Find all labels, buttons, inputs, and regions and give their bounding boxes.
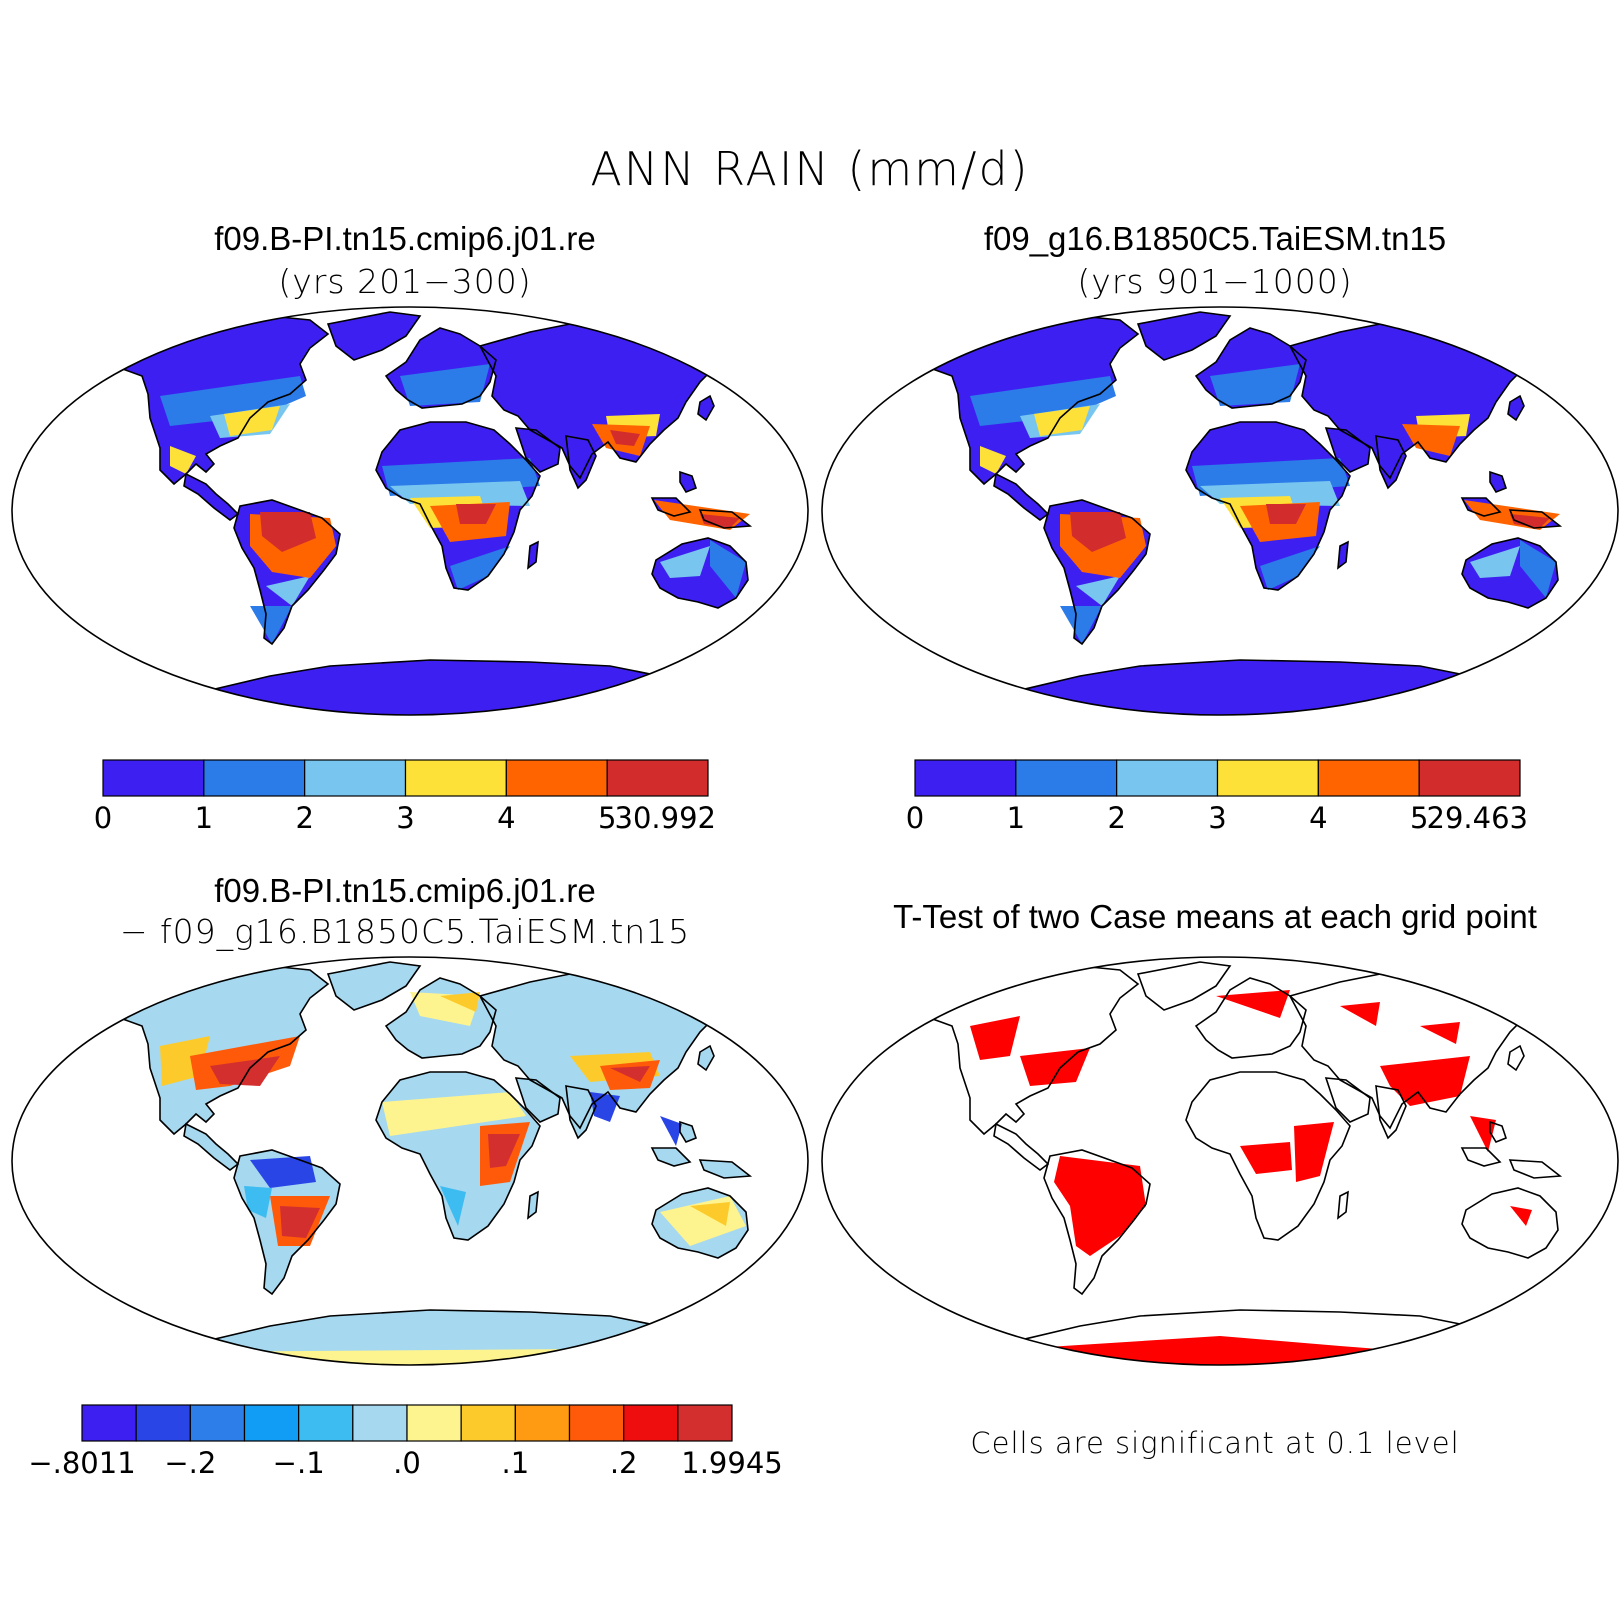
colorbar-swatch (1015, 759, 1118, 797)
colorbar-label: 3 (396, 801, 414, 835)
panel4-map (821, 956, 1619, 1366)
colorbar-swatch (406, 1404, 462, 1442)
colorbar-swatch (514, 1404, 571, 1442)
colorbar-label: .0 (393, 1446, 421, 1480)
colorbar-swatch (677, 1404, 733, 1442)
colorbar-swatch (135, 1404, 191, 1442)
colorbar-label: 2 (1107, 801, 1125, 835)
colorbar-swatch (81, 1404, 137, 1442)
colorbar-swatch (623, 1404, 679, 1442)
colorbar-label: 2 (295, 801, 313, 835)
colorbar-label: 0 (906, 801, 924, 835)
colorbar-label: 1.9945 (681, 1446, 782, 1480)
panel4-significant-cells (970, 990, 1532, 1365)
colorbar-swatch (189, 1404, 246, 1442)
colorbar-swatch (1317, 759, 1420, 797)
panel1-dark-red (260, 430, 740, 552)
colorbar-label: 5 (1410, 801, 1428, 835)
colorbar-label: 0 (94, 801, 112, 835)
panel3-title: f09.B-PI.tn15.cmip6.j01.re (214, 872, 596, 909)
panel3-map (11, 956, 809, 1366)
colorbar-swatch (404, 759, 507, 797)
panel1-title: f09.B-PI.tn15.cmip6.j01.re (214, 220, 596, 257)
colorbar-label: 1 (195, 801, 213, 835)
panel2-title: f09_g16.B1850C5.TaiESM.tn15 (983, 220, 1447, 257)
colorbar-swatch (203, 759, 306, 797)
panel1-map (11, 306, 809, 716)
colorbar-label: 4 (497, 801, 515, 835)
colorbar-label: 1 (1007, 801, 1025, 835)
colorbar-swatch (568, 1404, 625, 1442)
colorbar-swatch (505, 759, 608, 797)
colorbar-label: 4 (1309, 801, 1327, 835)
colorbar-swatch (1116, 759, 1219, 797)
panel1-subtitle: (yrs 201−300) (278, 262, 532, 301)
colorbar-swatch (1418, 759, 1521, 797)
colorbar-label: 30.992 (615, 801, 716, 835)
colorbar-label: −.2 (164, 1446, 216, 1480)
panel2-map (821, 306, 1619, 716)
colorbar-label: 5 (598, 801, 616, 835)
colorbar-swatch (606, 759, 709, 797)
panel4-note: Cells are significant at 0.1 level (970, 1426, 1460, 1460)
colorbar-swatch (298, 1404, 354, 1442)
colorbar-swatch (102, 759, 205, 797)
panel3-subtitle: − f09_g16.B1850C5.TaiESM.tn15 (119, 912, 691, 951)
colorbar-swatch (914, 759, 1017, 797)
colorbar-label: 29.463 (1427, 801, 1528, 835)
colorbar-swatch (304, 759, 407, 797)
colorbar-label: .2 (610, 1446, 638, 1480)
colorbar-label: −.8011 (28, 1446, 135, 1480)
colorbar-swatch (1216, 759, 1319, 797)
colorbar-swatch (460, 1404, 516, 1442)
panel4-title: T-Test of two Case means at each grid po… (893, 898, 1537, 935)
colorbar-label: 3 (1208, 801, 1226, 835)
colorbar-label: .1 (501, 1446, 529, 1480)
colorbar-swatch (243, 1404, 300, 1442)
colorbar-swatch (352, 1404, 408, 1442)
figure-title: ANN RAIN (mm/d) (590, 142, 1030, 196)
colorbar-label: −.1 (273, 1446, 325, 1480)
panel2-subtitle: (yrs 901−1000) (1077, 262, 1353, 301)
